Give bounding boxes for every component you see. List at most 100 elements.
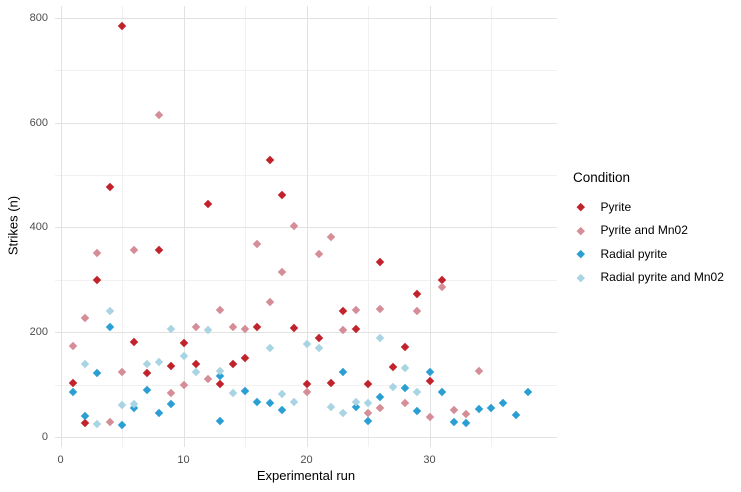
data-point: [339, 367, 348, 376]
data-point: [289, 221, 299, 231]
data-point: [339, 408, 348, 418]
gridline-y-minor: [55, 70, 557, 72]
data-point: [117, 367, 127, 377]
data-point: [277, 267, 287, 277]
data-point: [179, 380, 188, 390]
data-point: [105, 418, 114, 427]
data-point: [253, 239, 262, 249]
data-point: [400, 363, 410, 373]
data-point: [191, 323, 201, 332]
data-point: [265, 297, 274, 307]
data-point: [216, 305, 225, 315]
gridline-x-major: [183, 6, 185, 447]
data-point: [203, 374, 213, 384]
data-point: [166, 399, 176, 409]
x-tick-label: 0: [57, 454, 64, 466]
gridline-x-major: [306, 6, 308, 447]
data-point: [376, 333, 385, 343]
data-point: [203, 199, 213, 209]
data-point: [228, 359, 237, 369]
data-point: [228, 322, 237, 332]
plot-panel: [55, 6, 557, 447]
data-point: [400, 342, 410, 352]
data-point: [449, 417, 459, 427]
data-point: [351, 305, 360, 315]
y-tick-label: 0: [41, 431, 48, 443]
data-point: [302, 340, 311, 349]
data-point: [130, 337, 139, 347]
data-point: [425, 367, 434, 377]
x-tick-label: 30: [423, 454, 436, 466]
data-point: [400, 399, 410, 408]
legend-marker-icon: [576, 273, 585, 282]
gridline-y-major: [55, 122, 557, 124]
data-point: [265, 398, 274, 408]
x-axis-title: Experimental run: [256, 468, 356, 483]
data-point: [253, 397, 262, 407]
data-point: [277, 405, 287, 414]
data-point: [80, 411, 90, 420]
data-point: [117, 21, 127, 31]
data-point: [388, 362, 397, 372]
y-axis-title: Strikes (n): [5, 195, 21, 256]
gridline-x-minor: [491, 6, 492, 447]
gridline-x-minor: [368, 6, 369, 447]
legend-marker-icon: [576, 249, 585, 258]
data-point: [179, 338, 188, 347]
legend-item: Radial pyrite: [571, 242, 739, 266]
data-point: [93, 248, 102, 258]
data-point: [289, 397, 299, 407]
data-point: [154, 245, 164, 255]
data-point: [191, 367, 201, 376]
data-point: [425, 412, 434, 421]
data-point: [289, 323, 299, 333]
data-point: [68, 387, 78, 397]
legend-item: Radial pyrite and Mn02: [571, 266, 739, 290]
data-point: [314, 249, 324, 259]
gridline-y-major: [55, 227, 557, 229]
data-point: [179, 351, 188, 361]
data-point: [412, 306, 422, 316]
data-point: [437, 387, 447, 397]
data-point: [166, 388, 176, 398]
legend-item-label: Pyrite: [600, 199, 632, 214]
data-point: [105, 306, 114, 316]
data-point: [117, 420, 127, 430]
data-point: [474, 366, 483, 376]
data-point: [80, 313, 90, 323]
gridline-y-minor: [55, 175, 557, 176]
y-tick-label: 600: [29, 116, 48, 129]
data-point: [154, 408, 164, 418]
data-point: [240, 386, 250, 396]
data-point: [68, 378, 78, 388]
data-point: [117, 400, 127, 410]
data-point: [314, 333, 324, 343]
gridline-x-major: [60, 6, 62, 447]
data-point: [130, 245, 139, 255]
legend-item: Pyrite: [571, 195, 739, 219]
data-point: [486, 403, 496, 413]
data-point: [462, 418, 471, 428]
data-point: [253, 322, 262, 332]
data-point: [80, 359, 90, 369]
legend-title: Condition: [573, 170, 631, 185]
gridline-y-minor: [55, 279, 557, 281]
legend-item-label: Pyrite and Mn02: [600, 223, 688, 238]
data-point: [363, 416, 373, 425]
legend-item-label: Radial pyrite: [600, 246, 668, 261]
y-tick-label: 200: [29, 326, 48, 339]
data-point: [93, 275, 102, 285]
data-point: [142, 359, 151, 369]
data-point: [240, 353, 250, 363]
legend-marker-icon: [576, 202, 585, 211]
gridline-x-major: [429, 6, 431, 447]
x-tick-label: 10: [177, 454, 190, 466]
data-point: [499, 399, 508, 408]
gridline-y-major: [55, 437, 557, 438]
data-point: [412, 289, 422, 299]
data-point: [142, 368, 151, 378]
data-point: [412, 388, 422, 397]
data-point: [363, 398, 373, 408]
data-point: [326, 232, 336, 242]
data-point: [93, 420, 102, 429]
